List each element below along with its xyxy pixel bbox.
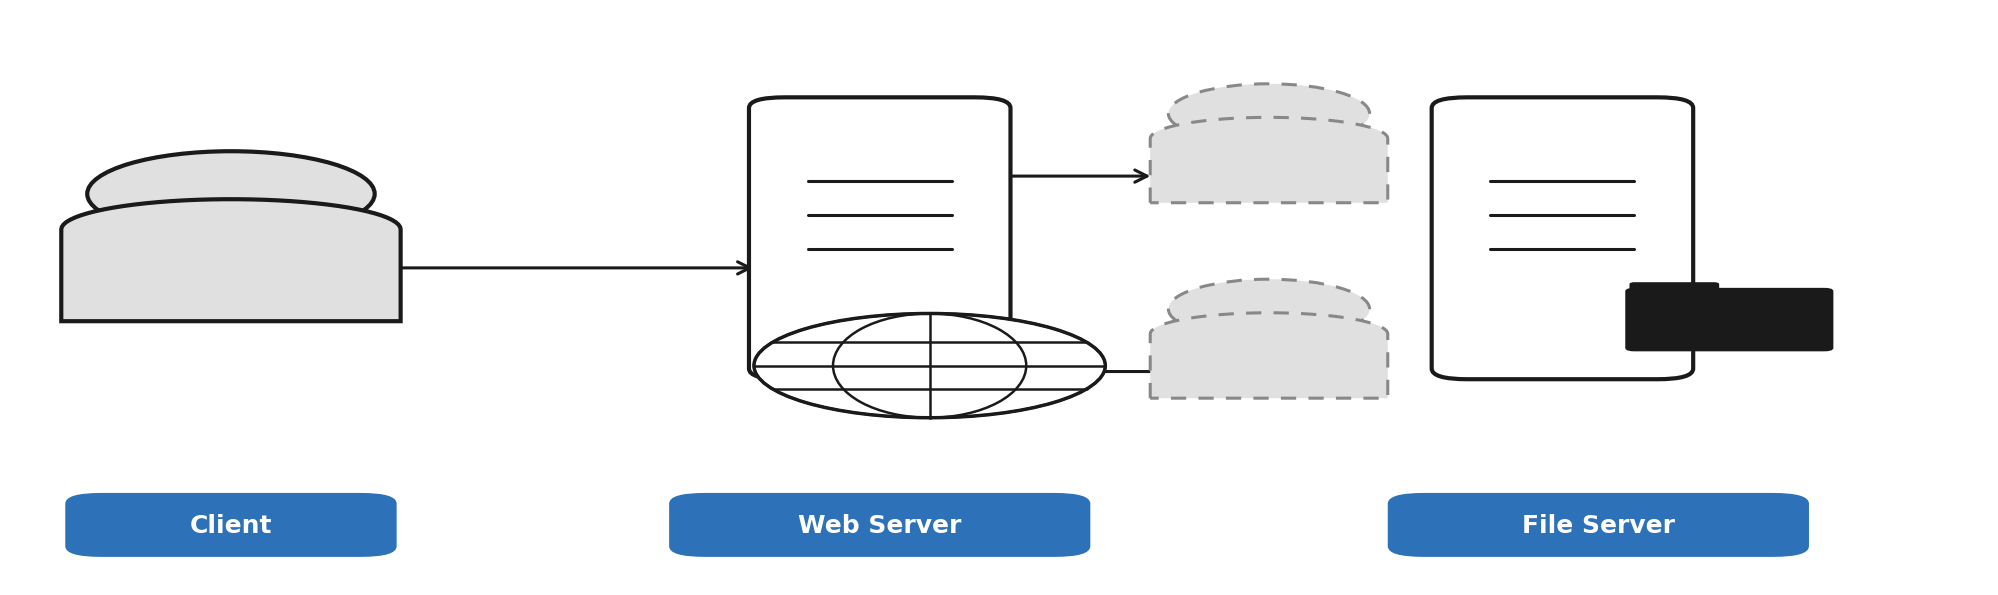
FancyBboxPatch shape — [1630, 283, 1716, 300]
Circle shape — [1167, 279, 1369, 339]
FancyBboxPatch shape — [1626, 289, 1832, 350]
FancyBboxPatch shape — [669, 493, 1089, 557]
Circle shape — [88, 151, 374, 236]
Polygon shape — [62, 199, 400, 321]
FancyBboxPatch shape — [749, 98, 1009, 379]
Text: Client: Client — [190, 513, 272, 537]
FancyBboxPatch shape — [66, 493, 396, 557]
Text: File Server: File Server — [1520, 513, 1674, 537]
FancyBboxPatch shape — [1387, 493, 1808, 557]
FancyBboxPatch shape — [1431, 98, 1692, 379]
Circle shape — [1167, 84, 1369, 143]
Text: Web Server: Web Server — [797, 513, 961, 537]
Polygon shape — [1149, 117, 1387, 203]
Circle shape — [753, 314, 1105, 418]
Polygon shape — [1149, 313, 1387, 398]
